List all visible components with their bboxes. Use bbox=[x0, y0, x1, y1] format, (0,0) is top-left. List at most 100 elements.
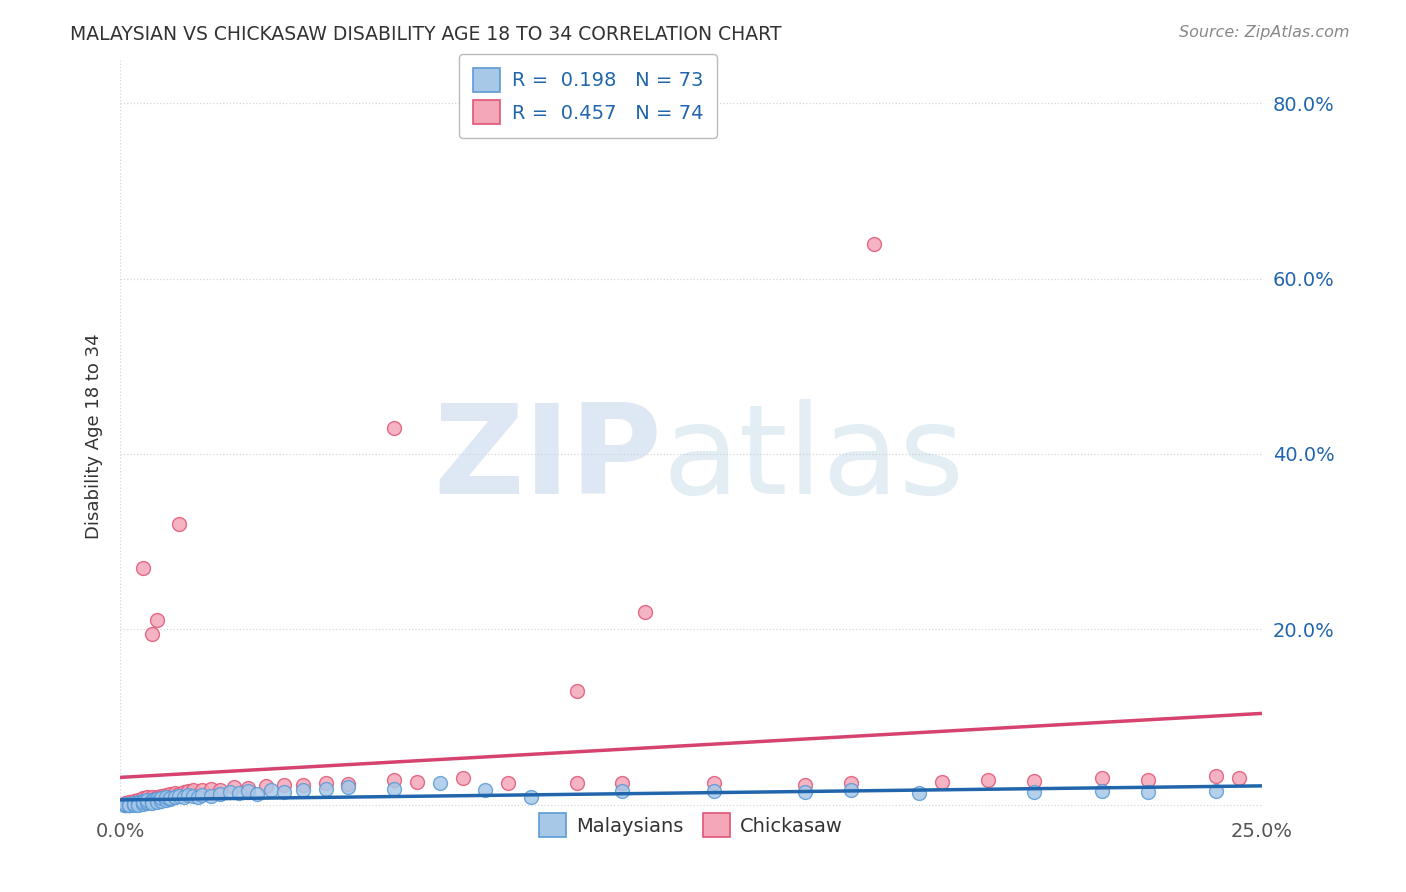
Point bbox=[191, 788, 214, 802]
Point bbox=[141, 795, 163, 809]
Point bbox=[150, 791, 173, 805]
Point bbox=[236, 784, 259, 798]
Point bbox=[474, 783, 496, 797]
Point bbox=[703, 776, 725, 790]
Point bbox=[612, 775, 634, 789]
Point bbox=[132, 795, 155, 809]
Point bbox=[382, 420, 405, 434]
Point bbox=[173, 785, 195, 799]
Point bbox=[163, 788, 186, 802]
Point bbox=[1022, 773, 1045, 788]
Point bbox=[451, 771, 474, 785]
Point bbox=[114, 797, 136, 812]
Point bbox=[159, 789, 181, 803]
Point bbox=[127, 793, 149, 807]
Point bbox=[145, 614, 167, 628]
Point bbox=[337, 780, 360, 794]
Point bbox=[136, 793, 159, 807]
Point bbox=[118, 797, 141, 812]
Point bbox=[163, 786, 186, 800]
Point bbox=[931, 774, 953, 789]
Point bbox=[118, 797, 141, 811]
Point bbox=[224, 780, 246, 794]
Point bbox=[114, 797, 136, 812]
Point bbox=[209, 787, 232, 801]
Point bbox=[122, 797, 145, 812]
Point bbox=[382, 772, 405, 787]
Point bbox=[132, 791, 155, 805]
Point bbox=[132, 795, 155, 809]
Point bbox=[145, 794, 167, 808]
Point bbox=[141, 793, 163, 807]
Point bbox=[141, 793, 163, 807]
Point bbox=[132, 795, 155, 809]
Point bbox=[122, 794, 145, 808]
Point bbox=[703, 784, 725, 798]
Point bbox=[132, 796, 155, 810]
Point bbox=[155, 793, 177, 807]
Point bbox=[155, 790, 177, 805]
Point bbox=[169, 517, 191, 532]
Point bbox=[794, 778, 817, 792]
Point bbox=[177, 784, 200, 798]
Point bbox=[145, 795, 167, 809]
Point bbox=[136, 795, 159, 809]
Point bbox=[246, 787, 269, 801]
Point bbox=[209, 783, 232, 797]
Point bbox=[254, 779, 277, 793]
Point bbox=[118, 795, 141, 809]
Point bbox=[291, 783, 314, 797]
Y-axis label: Disability Age 18 to 34: Disability Age 18 to 34 bbox=[86, 334, 103, 540]
Point bbox=[173, 789, 195, 804]
Point bbox=[145, 792, 167, 806]
Point bbox=[315, 781, 337, 796]
Point bbox=[136, 790, 159, 805]
Point bbox=[145, 789, 167, 804]
Point bbox=[1091, 771, 1114, 785]
Point bbox=[520, 790, 543, 805]
Point bbox=[163, 790, 186, 805]
Text: atlas: atlas bbox=[662, 399, 965, 519]
Text: ZIP: ZIP bbox=[433, 399, 662, 519]
Point bbox=[114, 797, 136, 812]
Point bbox=[181, 783, 204, 797]
Point bbox=[291, 778, 314, 792]
Point bbox=[114, 796, 136, 810]
Point bbox=[273, 778, 295, 792]
Point bbox=[169, 789, 191, 803]
Point bbox=[977, 772, 1000, 787]
Point bbox=[141, 626, 163, 640]
Point bbox=[159, 791, 181, 805]
Point bbox=[122, 797, 145, 811]
Point bbox=[136, 794, 159, 808]
Point bbox=[382, 781, 405, 796]
Point bbox=[118, 797, 141, 811]
Point bbox=[634, 605, 657, 619]
Point bbox=[1022, 785, 1045, 799]
Point bbox=[122, 796, 145, 810]
Point bbox=[1227, 771, 1250, 785]
Point bbox=[228, 786, 250, 800]
Point bbox=[337, 777, 360, 791]
Point bbox=[122, 796, 145, 810]
Point bbox=[839, 776, 862, 790]
Point bbox=[132, 794, 155, 808]
Point bbox=[145, 791, 167, 805]
Point bbox=[118, 796, 141, 810]
Point bbox=[177, 788, 200, 802]
Point bbox=[114, 797, 136, 811]
Point bbox=[565, 683, 588, 698]
Point bbox=[315, 776, 337, 790]
Point bbox=[155, 788, 177, 802]
Point bbox=[150, 794, 173, 808]
Point bbox=[136, 794, 159, 808]
Point bbox=[127, 796, 149, 810]
Point bbox=[150, 790, 173, 805]
Point bbox=[118, 797, 141, 812]
Point bbox=[155, 792, 177, 806]
Point bbox=[145, 792, 167, 806]
Point bbox=[150, 791, 173, 805]
Point bbox=[127, 797, 149, 811]
Point bbox=[122, 797, 145, 811]
Point bbox=[141, 794, 163, 808]
